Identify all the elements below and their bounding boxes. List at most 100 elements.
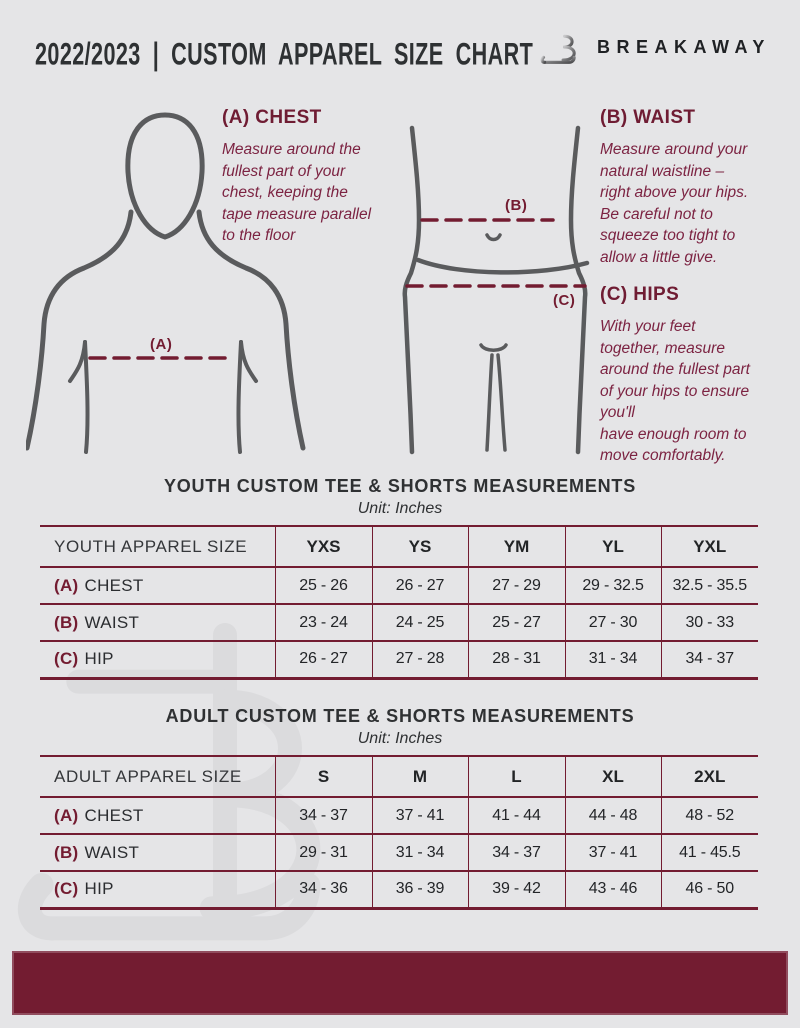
- cell: 26 - 27: [274, 640, 372, 678]
- youth-hip-row: (C) HIP 26 - 27 27 - 28 28 - 31 31 - 34 3…: [40, 640, 758, 678]
- adult-col-2xl: 2XL: [660, 756, 758, 797]
- right-armpit-line: [236, 340, 243, 454]
- cell: 34 - 37: [660, 640, 758, 678]
- hips-measure-label: (C): [553, 292, 576, 309]
- left-inner-leg: [485, 353, 494, 452]
- youth-col-ym: YM: [467, 526, 565, 567]
- cell: 34 - 36: [274, 870, 372, 908]
- cell: 27 - 30: [564, 603, 661, 641]
- cell: 30 - 33: [660, 603, 758, 641]
- cell: 28 - 31: [467, 640, 565, 678]
- cell: 41 - 45.5: [660, 833, 758, 871]
- row-prefix: (B): [54, 842, 79, 862]
- head-outline: [125, 112, 205, 240]
- youth-col-yxs: YXS: [274, 526, 372, 567]
- footer-accent-bar: [12, 951, 788, 1015]
- adult-col-xl: XL: [564, 756, 661, 797]
- youth-col-yl: YL: [564, 526, 661, 567]
- chest-measure-label: (A): [150, 336, 173, 353]
- row-prefix: (B): [54, 612, 79, 632]
- breakaway-logo-icon: [540, 27, 576, 64]
- row-prefix: (C): [54, 649, 79, 669]
- left-shoulder-arm: [26, 209, 134, 451]
- cell: 25 - 26: [274, 566, 372, 604]
- waist-instructions: (B) WAIST Measure around your natural wa…: [600, 107, 795, 268]
- row-prefix: (A): [54, 575, 79, 595]
- cell: 41 - 44: [467, 796, 565, 834]
- cell: 27 - 29: [467, 566, 565, 604]
- adult-section-unit: Unit: Inches: [357, 730, 443, 747]
- brand: BREAKAWAY: [537, 24, 771, 70]
- adult-hip-row: (C) HIP 34 - 36 36 - 39 39 - 42 43 - 46 4…: [40, 870, 758, 908]
- youth-col-yxl: YXL: [660, 526, 758, 567]
- crotch-curve: [479, 343, 508, 352]
- youth-chest-row: (A) CHEST 25 - 26 26 - 27 27 - 29 29 - 32…: [40, 566, 758, 604]
- adult-col-m: M: [371, 756, 468, 797]
- adult-chest-row: (A) CHEST 34 - 37 37 - 41 41 - 44 44 - 48…: [40, 796, 758, 834]
- belly-curve: [415, 257, 590, 275]
- cell: 32.5 - 35.5: [660, 566, 758, 604]
- youth-section-unit: Unit: Inches: [357, 500, 443, 517]
- left-armpit-notch: [68, 340, 87, 383]
- row-name: HIP: [84, 879, 114, 899]
- youth-header-row: YOUTH APPAREL SIZE YXS YS YM YL YXL: [40, 526, 758, 567]
- chest-figure-illustration: [26, 112, 306, 454]
- row-name: CHEST: [84, 575, 144, 595]
- row-prefix: (A): [54, 805, 79, 825]
- cell: 23 - 24: [274, 603, 372, 641]
- youth-size-header: YOUTH APPAREL SIZE: [54, 536, 248, 556]
- adult-header-row: ADULT APPAREL SIZE S M L XL 2XL: [40, 756, 758, 797]
- youth-section-title: YOUTH CUSTOM TEE & SHORTS MEASUREMENTS: [163, 476, 637, 496]
- adult-section-title: ADULT CUSTOM TEE & SHORTS MEASUREMENTS: [165, 706, 635, 726]
- adult-waist-row: (B) WAIST 29 - 31 31 - 34 34 - 37 37 - 41…: [40, 833, 758, 871]
- cell: 36 - 39: [371, 870, 468, 908]
- waist-description: Measure around your natural waistline – …: [600, 141, 749, 266]
- chest-instructions: (A) CHEST Measure around the fullest par…: [222, 107, 417, 247]
- cell: 25 - 27: [467, 603, 565, 641]
- right-inner-leg: [496, 353, 507, 452]
- brand-name: BREAKAWAY: [597, 36, 771, 57]
- right-armpit-notch: [239, 340, 258, 383]
- cell: 26 - 27: [371, 566, 468, 604]
- cell: 31 - 34: [564, 640, 661, 678]
- navel: [485, 233, 502, 242]
- right-shoulder-arm: [196, 209, 306, 451]
- waist-hip-figure-illustration: [402, 125, 590, 455]
- adult-col-s: S: [274, 756, 372, 797]
- cell: 24 - 25: [371, 603, 468, 641]
- cell: 29 - 31: [274, 833, 372, 871]
- waist-heading: (B) WAIST: [600, 107, 696, 128]
- cell: 39 - 42: [467, 870, 565, 908]
- cell: 31 - 34: [371, 833, 468, 871]
- chest-description: Measure around the fullest part of your …: [222, 141, 372, 244]
- hips-heading: (C) HIPS: [600, 284, 680, 305]
- row-name: WAIST: [84, 612, 140, 632]
- row-prefix: (C): [54, 879, 79, 899]
- right-torso-outline: [568, 125, 588, 455]
- adult-size-table: ADULT APPAREL SIZE S M L XL 2XL (A) CHEST…: [40, 755, 758, 910]
- left-armpit-line: [83, 340, 90, 454]
- cell: 34 - 37: [274, 796, 372, 834]
- youth-waist-row: (B) WAIST 23 - 24 24 - 25 25 - 27 27 - 30…: [40, 603, 758, 641]
- cell: 37 - 41: [371, 796, 468, 834]
- row-name: CHEST: [84, 805, 144, 825]
- cell: 37 - 41: [564, 833, 661, 871]
- hips-description: With your feet together, measure around …: [600, 318, 750, 464]
- chest-heading: (A) CHEST: [222, 107, 322, 128]
- page-title: 2022/2023 | CUSTOM APPAREL SIZE CHART: [35, 36, 534, 72]
- cell: 46 - 50: [660, 870, 758, 908]
- cell: 29 - 32.5: [564, 566, 661, 604]
- cell: 48 - 52: [660, 796, 758, 834]
- hips-instructions: (C) HIPS With your feet together, measur…: [600, 284, 798, 467]
- youth-size-table: YOUTH APPAREL SIZE YXS YS YM YL YXL (A) C…: [40, 525, 758, 680]
- left-torso-outline: [402, 125, 422, 455]
- waist-measure-label: (B): [505, 197, 528, 214]
- cell: 27 - 28: [371, 640, 468, 678]
- row-name: HIP: [84, 649, 114, 669]
- cell: 34 - 37: [467, 833, 565, 871]
- adult-size-header: ADULT APPAREL SIZE: [54, 766, 242, 786]
- row-name: WAIST: [84, 842, 140, 862]
- youth-col-ys: YS: [371, 526, 468, 567]
- adult-col-l: L: [467, 756, 565, 797]
- cell: 43 - 46: [564, 870, 661, 908]
